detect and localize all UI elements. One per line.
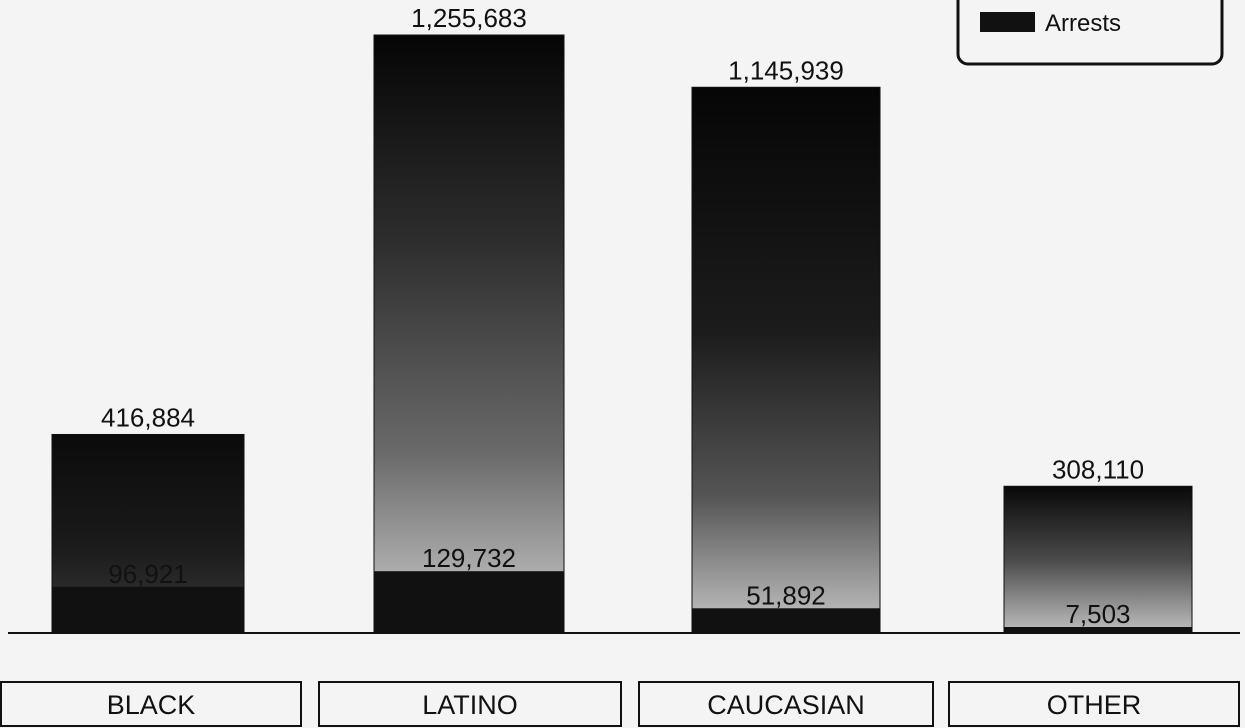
- bar-arrests-latino: [374, 571, 564, 633]
- bar-total-latino: [373, 34, 565, 634]
- bar-total-other: [1003, 485, 1193, 634]
- legend-swatch-arrests: [980, 12, 1035, 32]
- arrests-label-black: 96,921: [108, 559, 188, 589]
- bar-arrests-other: [1004, 627, 1192, 633]
- arrests-label-other: 7,503: [1065, 599, 1130, 629]
- category-label-black: BLACK: [107, 690, 196, 720]
- total-label-latino: 1,255,683: [411, 3, 527, 33]
- bar-total-caucasian: [691, 86, 881, 634]
- total-label-black: 416,884: [101, 402, 195, 432]
- arrests-label-latino: 129,732: [422, 543, 516, 573]
- total-label-other: 308,110: [1052, 454, 1144, 484]
- category-box-caucasian: [638, 681, 934, 727]
- bar-arrests-caucasian: [692, 608, 880, 633]
- category-label-caucasian: CAUCASIAN: [707, 690, 865, 720]
- category-box-latino: [318, 681, 622, 727]
- category-label-latino: LATINO: [422, 690, 518, 720]
- arrests-label-caucasian: 51,892: [746, 580, 826, 610]
- category-label-other: OTHER: [1047, 690, 1142, 720]
- category-box-other: [948, 681, 1240, 727]
- total-label-caucasian: 1,145,939: [728, 55, 844, 85]
- legend-label-arrests: Arrests: [1045, 10, 1121, 37]
- legend: Arrests: [956, 0, 1224, 66]
- category-box-black: [0, 681, 302, 727]
- bar-arrests-black: [52, 586, 244, 633]
